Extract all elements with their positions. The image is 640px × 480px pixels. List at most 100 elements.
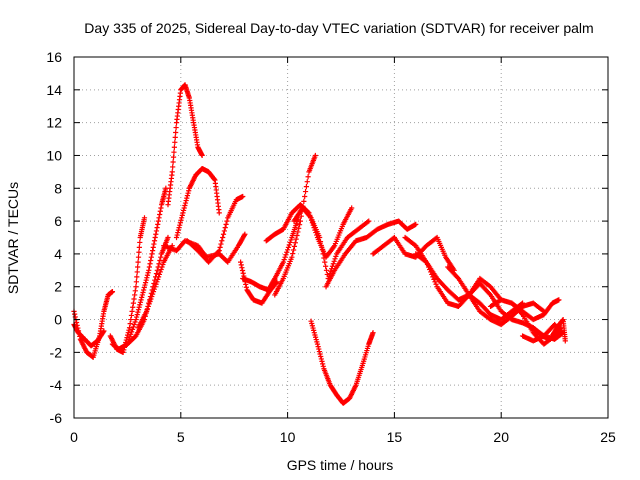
data-point [173, 129, 179, 136]
data-point [139, 292, 145, 298]
data-point [132, 319, 138, 325]
data-point [137, 302, 143, 308]
data-point [184, 195, 190, 201]
data-point [151, 238, 158, 244]
data-point [144, 272, 151, 278]
data-point [433, 281, 439, 287]
data-point [413, 221, 419, 227]
data-point [72, 314, 78, 320]
data-point [281, 257, 287, 263]
data-point [141, 284, 147, 291]
data-point [148, 257, 154, 264]
data-point [329, 263, 336, 269]
data-point [152, 284, 158, 290]
data-point [323, 267, 330, 273]
data-point [562, 338, 568, 344]
data-point [293, 236, 299, 242]
data-point [135, 254, 142, 260]
data-point [127, 334, 133, 340]
series-arc-dip-1 [238, 259, 280, 306]
data-point [144, 306, 151, 312]
data-point [238, 259, 244, 265]
data-point [175, 229, 181, 236]
data-point [296, 225, 302, 231]
series-arc-flat-4 [161, 231, 248, 265]
data-point [305, 174, 311, 180]
data-point [304, 179, 310, 185]
data-point [144, 275, 150, 281]
data-point [365, 219, 371, 225]
data-point [320, 361, 326, 367]
data-point [290, 250, 296, 257]
data-point [302, 193, 308, 200]
data-point [289, 254, 295, 260]
y-tick-label: 8 [54, 180, 62, 196]
data-point [131, 296, 137, 302]
series-arc-dip-neg [308, 318, 376, 406]
data-point [216, 210, 222, 216]
series-arc-mid-1 [263, 202, 355, 260]
data-point [284, 249, 290, 255]
data-point [317, 239, 324, 245]
data-point [170, 164, 176, 170]
x-tick-label: 5 [177, 429, 185, 445]
data-point [153, 281, 159, 287]
series-arc-end-1 [509, 297, 562, 323]
data-point [331, 258, 337, 264]
series-arc-rise-2 [109, 185, 169, 352]
data-point [173, 234, 180, 241]
series-arc-dip-2 [240, 215, 301, 293]
series-arc-end-3 [519, 321, 564, 344]
data-point [292, 240, 298, 246]
grid [74, 57, 608, 418]
data-point [186, 188, 192, 194]
data-point [219, 238, 225, 244]
data-point [133, 279, 139, 285]
data-point [157, 269, 163, 275]
data-point [282, 254, 288, 260]
data-point [150, 244, 156, 250]
data-point [317, 234, 323, 241]
data-point [321, 255, 327, 261]
y-tick-label: 4 [54, 246, 62, 262]
data-point [285, 247, 291, 253]
data-point [120, 349, 126, 355]
data-point [146, 264, 153, 270]
chart-title: Day 335 of 2025, Sidereal Day-to-day VTE… [84, 20, 593, 36]
data-point [129, 329, 135, 335]
data-point [301, 198, 307, 204]
x-tick-label: 20 [493, 429, 509, 445]
data-point [144, 308, 150, 314]
data-point [240, 193, 246, 200]
data-point [540, 307, 546, 314]
data-point [141, 215, 148, 221]
data-point [158, 266, 164, 273]
data-points [71, 82, 568, 406]
data-point [318, 353, 324, 360]
data-point [126, 327, 132, 333]
x-axis-label: GPS time / hours [287, 457, 394, 473]
data-point [171, 149, 177, 155]
data-point [155, 221, 161, 227]
data-point [134, 269, 140, 275]
data-point [312, 152, 318, 159]
data-point [142, 280, 149, 286]
data-point [160, 261, 166, 268]
data-point [239, 265, 245, 271]
data-point [223, 221, 229, 227]
data-point [135, 264, 141, 270]
data-point [319, 358, 325, 364]
data-point [288, 237, 294, 243]
data-point [184, 193, 191, 199]
data-point [134, 312, 140, 318]
series-arc-peak-14 [165, 82, 205, 208]
data-point [72, 311, 78, 317]
data-point [303, 184, 309, 190]
data-point [157, 211, 163, 218]
data-point [157, 208, 163, 214]
data-point [316, 346, 322, 352]
data-point [154, 279, 160, 285]
series-arc-early-2 [71, 321, 107, 349]
data-point [132, 288, 138, 294]
